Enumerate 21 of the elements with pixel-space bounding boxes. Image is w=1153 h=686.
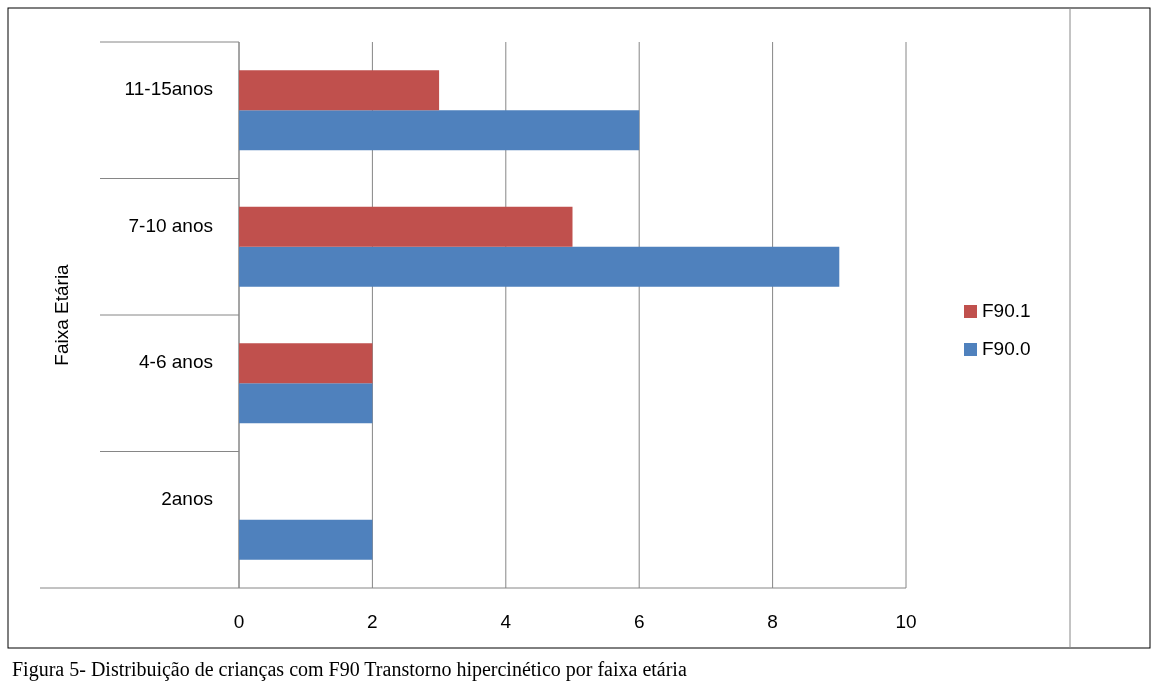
bar — [239, 343, 373, 384]
x-tick-label: 10 — [895, 611, 917, 632]
legend-label: F90.1 — [982, 300, 1031, 322]
x-tick-label: 0 — [233, 611, 245, 632]
x-tick-label: 4 — [500, 611, 512, 632]
y-tick-label: 2anos — [161, 487, 213, 509]
legend-label: F90.0 — [982, 338, 1031, 360]
y-axis-title: Faixa Etária — [51, 263, 72, 366]
y-tick-label: 4-6 anos — [139, 351, 213, 373]
y-tick-label: 7-10 anos — [128, 214, 213, 236]
bar — [239, 110, 640, 151]
x-tick-label: 2 — [367, 611, 378, 632]
y-tick-label: 11-15anos — [124, 78, 213, 100]
bar — [239, 383, 373, 424]
bar — [239, 519, 373, 560]
x-tick-label: 8 — [767, 611, 778, 632]
bar — [239, 246, 840, 287]
bar — [239, 206, 573, 247]
bar — [239, 70, 440, 111]
x-tick-label: 6 — [633, 611, 645, 632]
text: Figura 5- Distribuição de crianças com F90 Transtorno hipercinético por faixa etária — [12, 658, 687, 681]
